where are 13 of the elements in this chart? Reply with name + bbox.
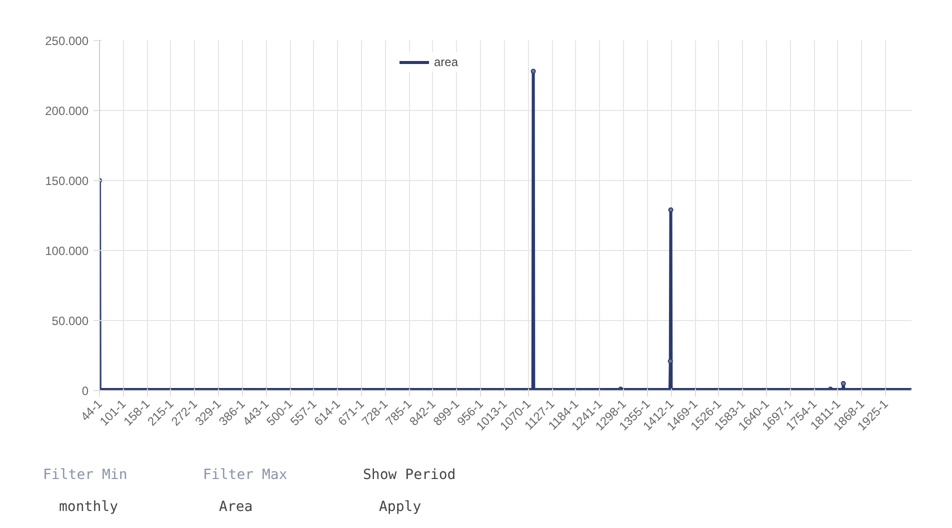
text: Apply (378, 498, 422, 517)
legend-label: area (434, 55, 458, 69)
y-tick-label: 200.000 (45, 104, 89, 118)
y-tick-label: 0 (82, 384, 89, 398)
text: Filter Max (203, 466, 288, 485)
text: Show Period (363, 466, 457, 485)
text: Filter Min (43, 466, 128, 485)
text: monthly (58, 498, 120, 517)
y-tick-label: 100.000 (45, 244, 89, 258)
y-tick-label: 250.000 (45, 34, 89, 48)
y-tick-label: 150.000 (45, 174, 89, 188)
y-tick-label: 50.000 (52, 314, 89, 328)
text: Area (218, 498, 254, 517)
